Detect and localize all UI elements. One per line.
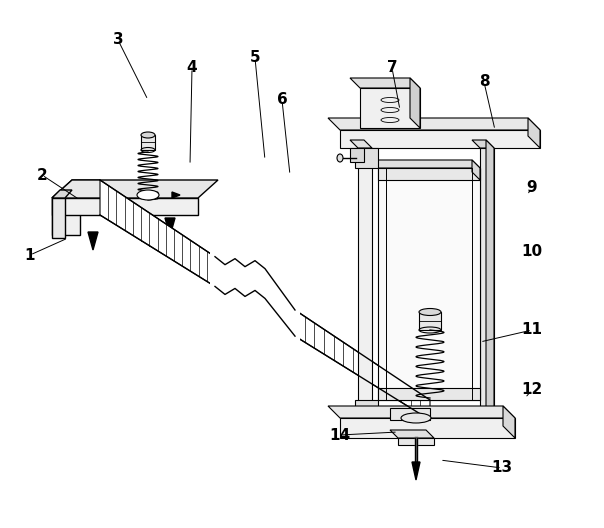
- Polygon shape: [412, 462, 420, 480]
- Ellipse shape: [419, 308, 441, 316]
- Polygon shape: [378, 388, 480, 400]
- Polygon shape: [528, 118, 540, 148]
- Polygon shape: [88, 232, 98, 250]
- Ellipse shape: [337, 154, 343, 162]
- Text: 13: 13: [492, 460, 513, 476]
- Polygon shape: [340, 418, 515, 438]
- Polygon shape: [378, 168, 480, 400]
- Polygon shape: [295, 310, 430, 420]
- Text: 5: 5: [249, 51, 260, 65]
- Polygon shape: [472, 140, 494, 148]
- Ellipse shape: [141, 132, 155, 138]
- Text: 12: 12: [521, 382, 542, 398]
- Text: 8: 8: [479, 74, 489, 90]
- Polygon shape: [52, 190, 72, 198]
- Polygon shape: [370, 160, 480, 168]
- Polygon shape: [172, 192, 180, 198]
- Polygon shape: [328, 406, 515, 418]
- Polygon shape: [52, 198, 198, 215]
- Text: 7: 7: [387, 61, 397, 76]
- Ellipse shape: [401, 413, 431, 423]
- Polygon shape: [52, 180, 218, 198]
- Polygon shape: [355, 148, 378, 168]
- Text: 4: 4: [187, 61, 198, 76]
- Polygon shape: [472, 160, 480, 180]
- Polygon shape: [480, 148, 494, 418]
- Polygon shape: [100, 180, 215, 286]
- Text: 10: 10: [521, 244, 542, 259]
- Polygon shape: [350, 148, 364, 162]
- Polygon shape: [328, 118, 540, 130]
- Polygon shape: [52, 198, 65, 238]
- Polygon shape: [350, 78, 420, 88]
- Polygon shape: [360, 88, 420, 128]
- Polygon shape: [52, 180, 100, 198]
- Text: 11: 11: [521, 323, 542, 337]
- Polygon shape: [350, 140, 372, 148]
- Ellipse shape: [137, 190, 159, 200]
- Text: 1: 1: [25, 248, 35, 262]
- Polygon shape: [340, 130, 540, 148]
- Polygon shape: [141, 135, 155, 150]
- Polygon shape: [165, 218, 175, 236]
- Polygon shape: [398, 438, 434, 445]
- Text: 6: 6: [277, 92, 288, 108]
- Polygon shape: [355, 400, 378, 418]
- Polygon shape: [378, 168, 480, 180]
- Polygon shape: [210, 252, 300, 341]
- Polygon shape: [410, 78, 420, 128]
- Polygon shape: [503, 406, 515, 438]
- Text: 3: 3: [113, 33, 123, 48]
- Polygon shape: [390, 430, 434, 438]
- Text: 9: 9: [527, 181, 538, 195]
- Text: 2: 2: [37, 167, 47, 183]
- Polygon shape: [390, 408, 430, 420]
- Polygon shape: [419, 312, 441, 330]
- Text: 14: 14: [329, 428, 350, 442]
- Polygon shape: [358, 148, 372, 418]
- Polygon shape: [486, 140, 494, 418]
- Polygon shape: [52, 198, 80, 235]
